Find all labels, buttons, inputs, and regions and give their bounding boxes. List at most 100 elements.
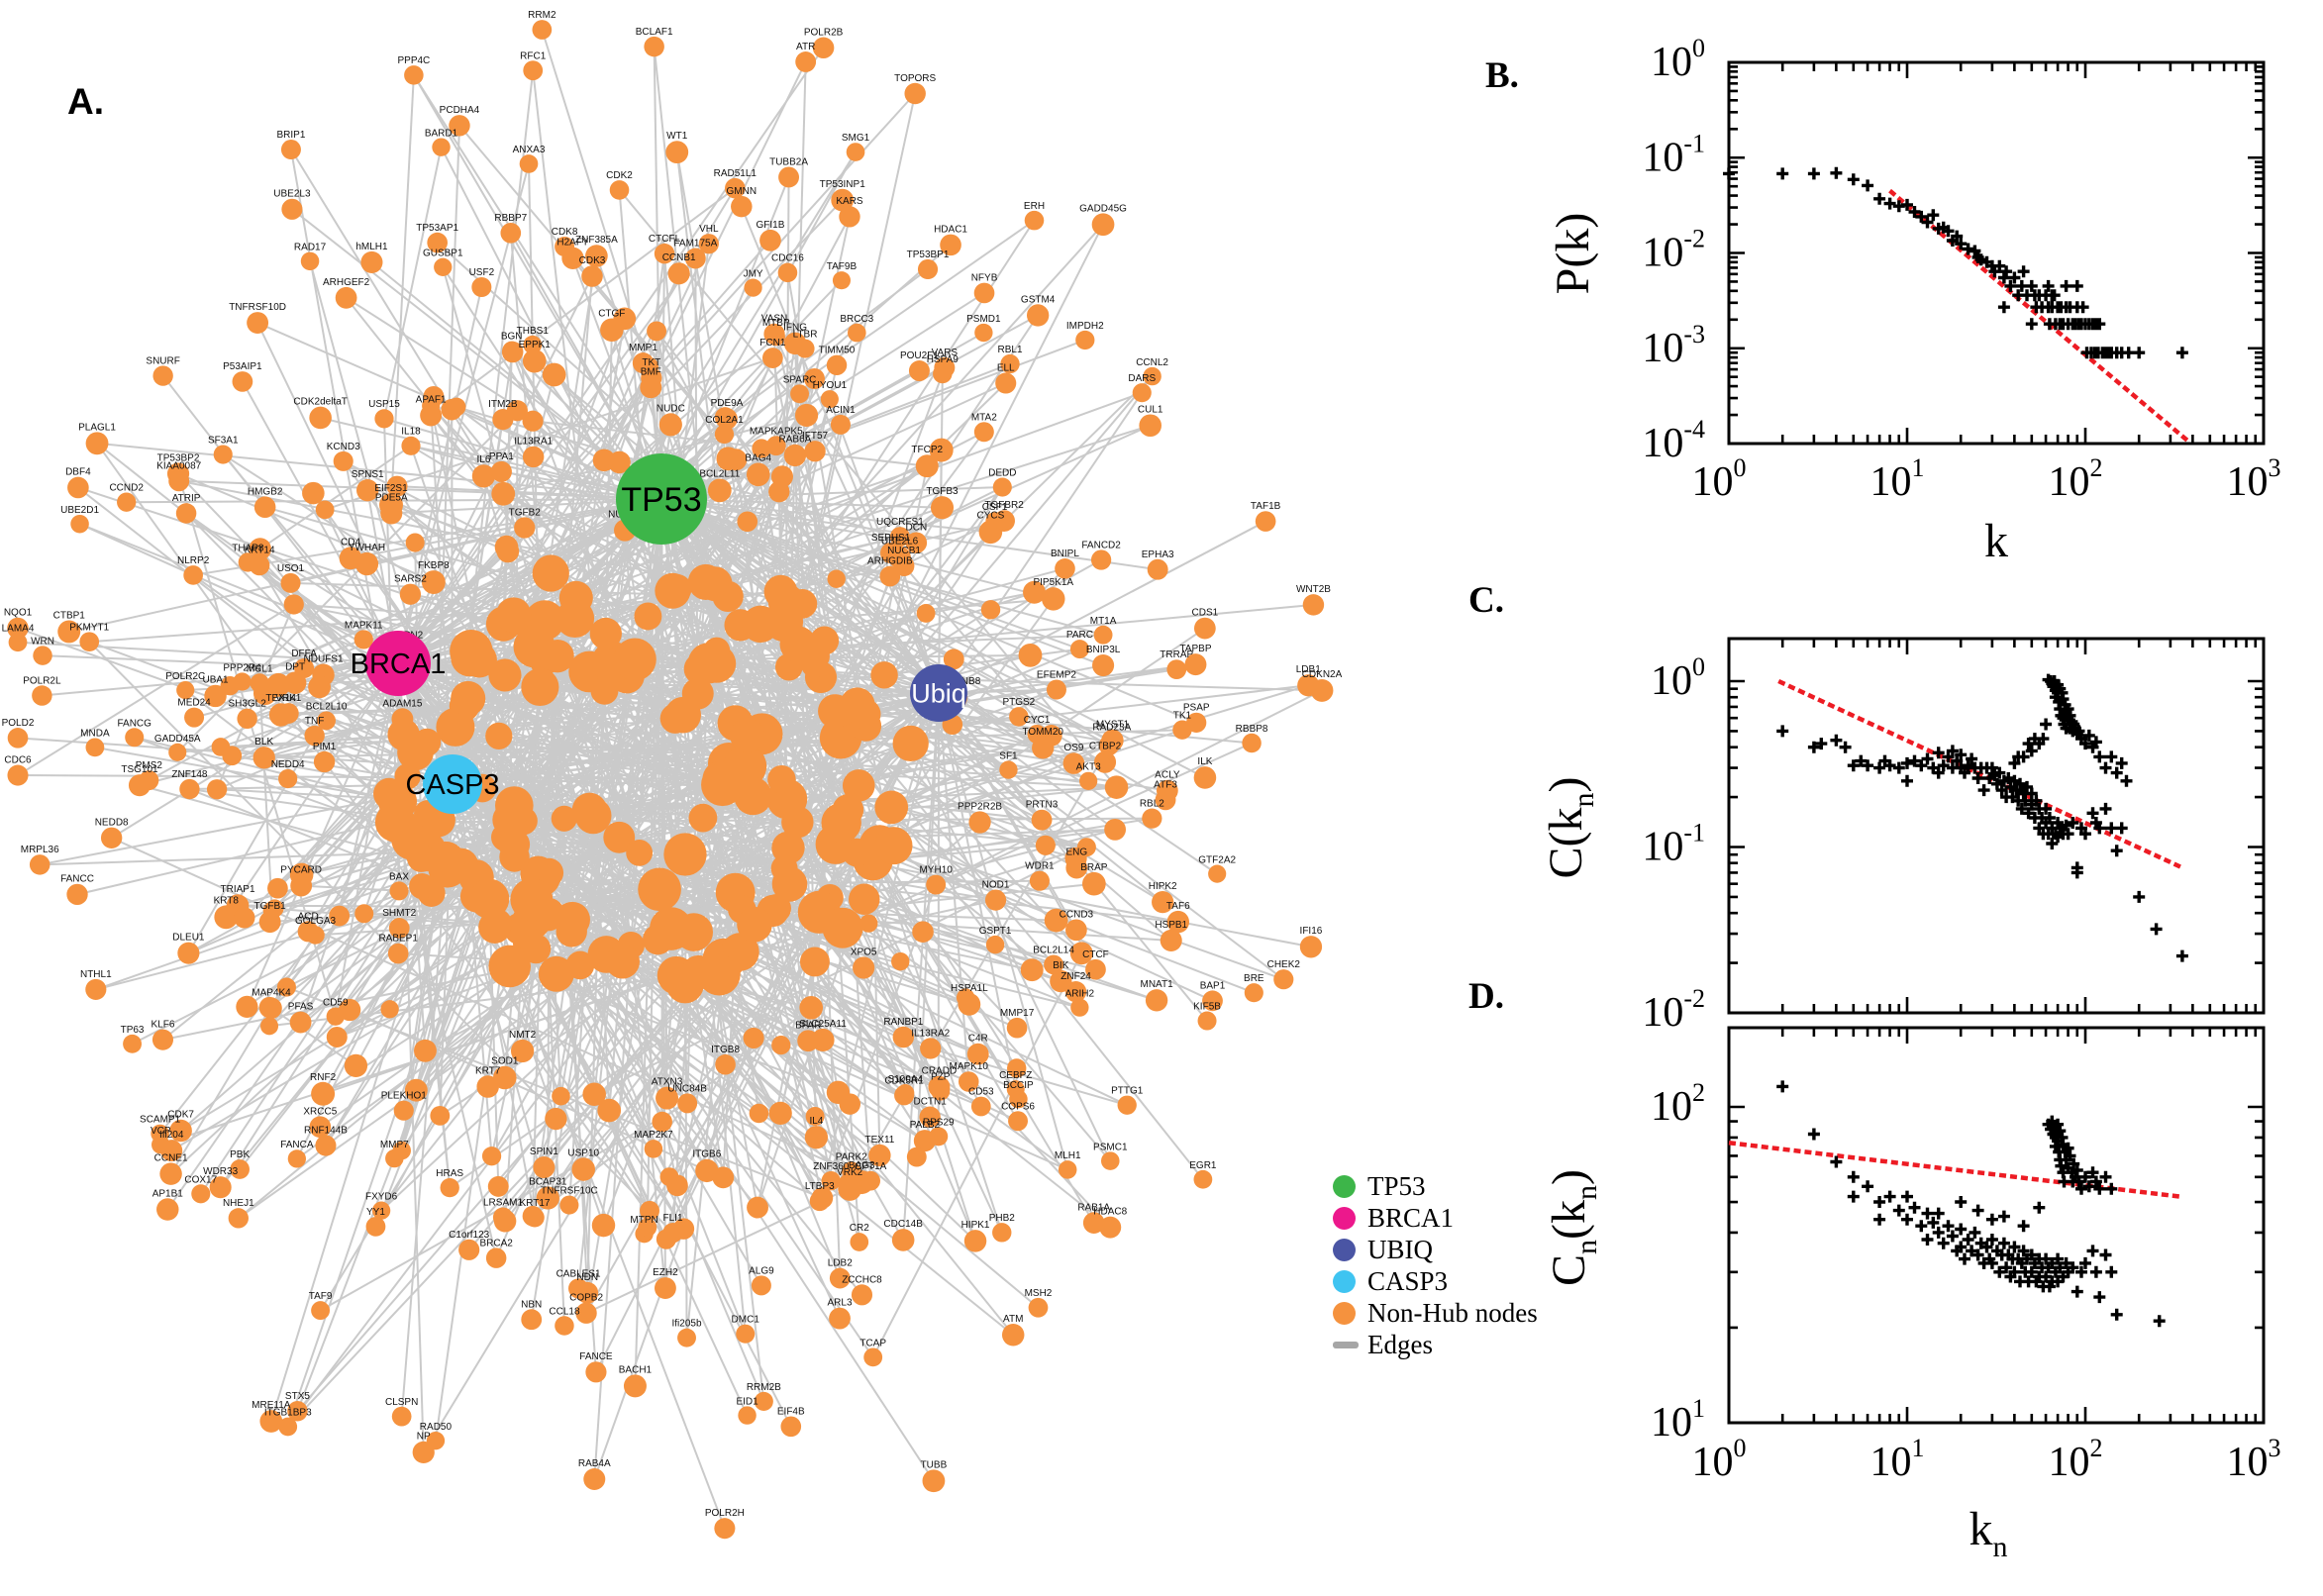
gene-label: RABEP1 xyxy=(378,934,418,945)
gene-label: RAB6A xyxy=(779,435,812,446)
non-hub-node xyxy=(545,1107,567,1131)
gene-label: MMP1 xyxy=(629,343,657,353)
non-hub-node xyxy=(891,1229,915,1251)
non-hub-node xyxy=(405,533,425,552)
non-hub-node xyxy=(1166,659,1187,679)
gene-label: ITM2B xyxy=(488,399,518,410)
gene-label: IMPDH2 xyxy=(1066,321,1104,332)
non-hub-node xyxy=(1082,1212,1105,1234)
non-hub-node xyxy=(790,384,810,404)
gene-label: NEDD8 xyxy=(95,818,129,829)
network-edge xyxy=(396,485,659,941)
gene-label: USF2 xyxy=(469,267,495,278)
non-hub-node xyxy=(70,514,89,534)
non-hub-node xyxy=(315,1135,337,1156)
y-tick-label: 10-2 xyxy=(1642,984,1705,1036)
non-hub-node xyxy=(393,1100,414,1121)
non-hub-node xyxy=(992,1223,1012,1243)
edge-dash-icon xyxy=(1333,1341,1359,1348)
gene-label: ATM xyxy=(1003,1314,1023,1325)
non-hub-node xyxy=(1085,958,1106,980)
gene-label: PPP4C xyxy=(397,55,430,66)
network-edge xyxy=(463,591,1035,708)
network-edge xyxy=(723,846,1087,961)
non-hub-node xyxy=(1166,910,1190,934)
gene-label: NLRP2 xyxy=(177,555,210,566)
non-hub-node xyxy=(430,1105,451,1126)
gene-label: UBE2D1 xyxy=(60,505,99,516)
gene-label: ZNF24 xyxy=(1060,971,1091,982)
non-hub-node xyxy=(276,977,296,997)
non-hub-node xyxy=(177,942,200,964)
non-hub-node xyxy=(912,921,934,944)
non-hub-node xyxy=(827,569,846,588)
gene-label: PDE9A xyxy=(711,398,744,409)
non-hub-node xyxy=(380,1000,399,1019)
gene-label: PDE5A xyxy=(375,492,408,503)
non-hub-node xyxy=(414,1039,437,1062)
panel-d-label: D. xyxy=(1468,976,1504,1017)
non-hub-node xyxy=(309,406,332,430)
non-hub-node xyxy=(176,680,195,700)
gene-label: CCND2 xyxy=(109,483,144,494)
non-hub-node xyxy=(771,1036,791,1055)
gene-label: PFAS xyxy=(288,1002,314,1013)
gene-label: LDB1 xyxy=(1296,664,1321,675)
gene-label: CCNL2 xyxy=(1136,357,1168,368)
non-hub-node xyxy=(522,446,545,468)
non-hub-node xyxy=(714,1518,736,1540)
gene-label: HIPK2 xyxy=(1149,881,1177,892)
x-tick-label: 103 xyxy=(2227,1434,2281,1485)
gene-label: GTF2A2 xyxy=(1198,855,1236,866)
gene-label: VCP xyxy=(151,1126,171,1137)
scatter-points xyxy=(1723,166,2188,359)
gene-label: SHMT2 xyxy=(382,908,416,919)
x-axis-title: k xyxy=(1984,515,2008,567)
gene-label: IFT57 xyxy=(802,431,829,442)
gene-label: EFEMP2 xyxy=(1037,670,1076,681)
non-hub-node xyxy=(804,441,826,462)
gene-label: COX17 xyxy=(184,1174,217,1185)
non-hub-node xyxy=(626,839,654,866)
non-hub-node xyxy=(85,432,109,455)
gene-label: MRE11A xyxy=(252,1400,291,1411)
gene-label: RAB1A xyxy=(1077,1202,1110,1213)
gene-label: SH3GL2 xyxy=(228,699,266,710)
y-axis-title: P(k) xyxy=(1547,213,1599,295)
non-hub-node xyxy=(79,632,100,652)
gene-label: TP53BP1 xyxy=(907,249,950,260)
gene-label: NOD1 xyxy=(982,879,1010,890)
non-hub-node xyxy=(926,874,947,895)
non-hub-node xyxy=(1100,1151,1120,1170)
network-edge xyxy=(593,1228,685,1480)
non-hub-node xyxy=(644,1140,663,1158)
gene-label: DLEU1 xyxy=(172,933,205,944)
gene-label: MTBP xyxy=(762,318,790,329)
x-tick-label: 103 xyxy=(2227,453,2281,505)
gene-label: TNFRSF10D xyxy=(229,302,286,313)
gene-label: NUCB1 xyxy=(887,546,921,556)
non-hub-node xyxy=(506,400,529,422)
x-tick-label: 101 xyxy=(1870,1434,1925,1485)
non-hub-node xyxy=(179,778,200,800)
gene-label: OS9 xyxy=(1063,743,1083,753)
axis-ticks xyxy=(1727,60,2266,446)
non-hub-node xyxy=(848,883,880,915)
network-edge xyxy=(739,224,1104,627)
non-hub-node xyxy=(623,1374,647,1398)
non-hub-node xyxy=(510,1039,535,1063)
non-hub-node xyxy=(724,177,746,199)
legend-item-edges: Edges xyxy=(1333,1329,1538,1360)
legend-item-brca1: BRCA1 xyxy=(1333,1202,1538,1234)
gene-label: C1orf123 xyxy=(449,1230,490,1241)
non-hub-node xyxy=(304,725,325,747)
non-hub-node xyxy=(315,500,335,520)
gene-label: APAF1 xyxy=(416,395,447,406)
gene-label: CTCFL xyxy=(649,234,681,245)
fit-line xyxy=(1777,678,2183,870)
non-hub-node xyxy=(152,1029,174,1050)
non-hub-node xyxy=(703,637,731,664)
gene-label: GOLGA3 xyxy=(295,916,337,927)
nonhub-dot-icon xyxy=(1333,1301,1356,1325)
non-hub-node xyxy=(7,617,29,640)
